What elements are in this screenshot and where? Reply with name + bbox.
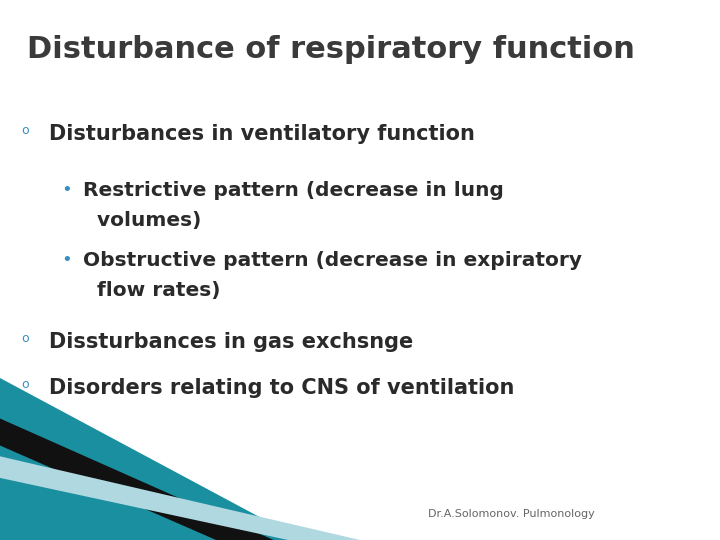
Text: Dr.A.Solomonov. Pulmonology: Dr.A.Solomonov. Pulmonology bbox=[428, 509, 595, 519]
Text: Disorders relating to CNS of ventilation: Disorders relating to CNS of ventilation bbox=[49, 378, 514, 398]
Polygon shape bbox=[0, 418, 274, 540]
Text: o: o bbox=[22, 124, 30, 137]
Text: o: o bbox=[22, 332, 30, 345]
Text: •: • bbox=[61, 251, 72, 269]
Text: Disturbance of respiratory function: Disturbance of respiratory function bbox=[27, 35, 635, 64]
Text: o: o bbox=[22, 378, 30, 391]
Polygon shape bbox=[0, 456, 360, 540]
Text: •: • bbox=[61, 181, 72, 199]
Text: Restrictive pattern (decrease in lung: Restrictive pattern (decrease in lung bbox=[83, 181, 504, 200]
Text: Dissturbances in gas exchsnge: Dissturbances in gas exchsnge bbox=[49, 332, 413, 352]
Text: Obstructive pattern (decrease in expiratory: Obstructive pattern (decrease in expirat… bbox=[83, 251, 582, 270]
Text: flow rates): flow rates) bbox=[83, 281, 220, 300]
Polygon shape bbox=[0, 378, 302, 540]
Text: Disturbances in ventilatory function: Disturbances in ventilatory function bbox=[49, 124, 474, 144]
Text: volumes): volumes) bbox=[83, 211, 201, 229]
